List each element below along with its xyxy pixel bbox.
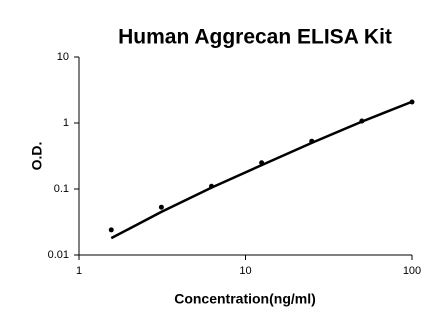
x-tick-label: 100 — [403, 265, 421, 277]
data-point — [158, 204, 164, 210]
y-tick-label: 1 — [63, 117, 69, 129]
y-tick-label: 0.1 — [54, 183, 69, 195]
data-point — [108, 227, 114, 233]
x-axis-label: Concentration(ng/ml) — [174, 291, 316, 307]
y-tick-label: 10 — [57, 51, 69, 63]
x-tick-label: 10 — [239, 265, 251, 277]
x-tick-label: 1 — [76, 265, 82, 277]
y-tick-label: 0.01 — [48, 249, 69, 261]
y-axis-label: O.D. — [29, 142, 45, 171]
chart-title: Human Aggrecan ELISA Kit — [118, 26, 392, 49]
fit-curve — [110, 100, 413, 240]
